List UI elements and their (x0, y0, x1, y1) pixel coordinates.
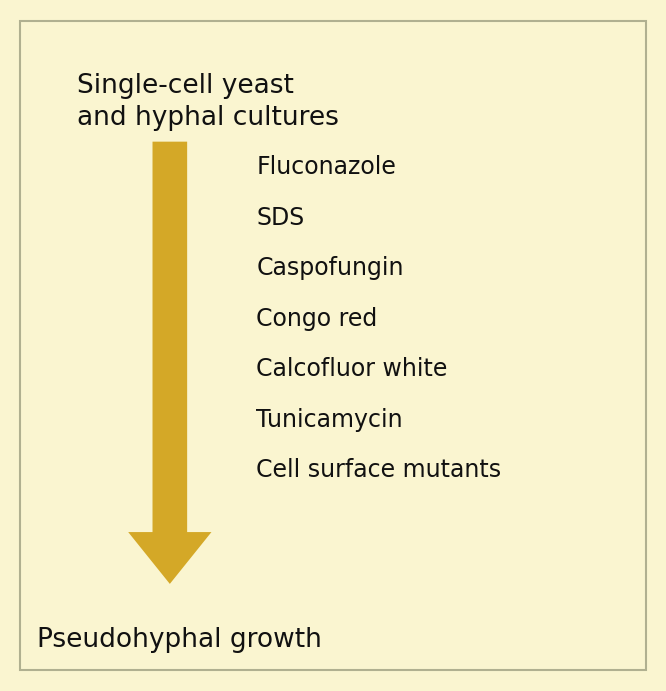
Text: Fluconazole: Fluconazole (256, 155, 396, 180)
Text: Single-cell yeast
and hyphal cultures: Single-cell yeast and hyphal cultures (77, 73, 338, 131)
Text: Pseudohyphal growth: Pseudohyphal growth (37, 627, 322, 653)
Text: Calcofluor white: Calcofluor white (256, 357, 448, 381)
Text: Congo red: Congo red (256, 307, 378, 331)
Text: Cell surface mutants: Cell surface mutants (256, 458, 501, 482)
Text: Tunicamycin: Tunicamycin (256, 408, 403, 432)
FancyArrow shape (128, 142, 212, 584)
Text: Caspofungin: Caspofungin (256, 256, 404, 281)
Text: SDS: SDS (256, 206, 304, 230)
